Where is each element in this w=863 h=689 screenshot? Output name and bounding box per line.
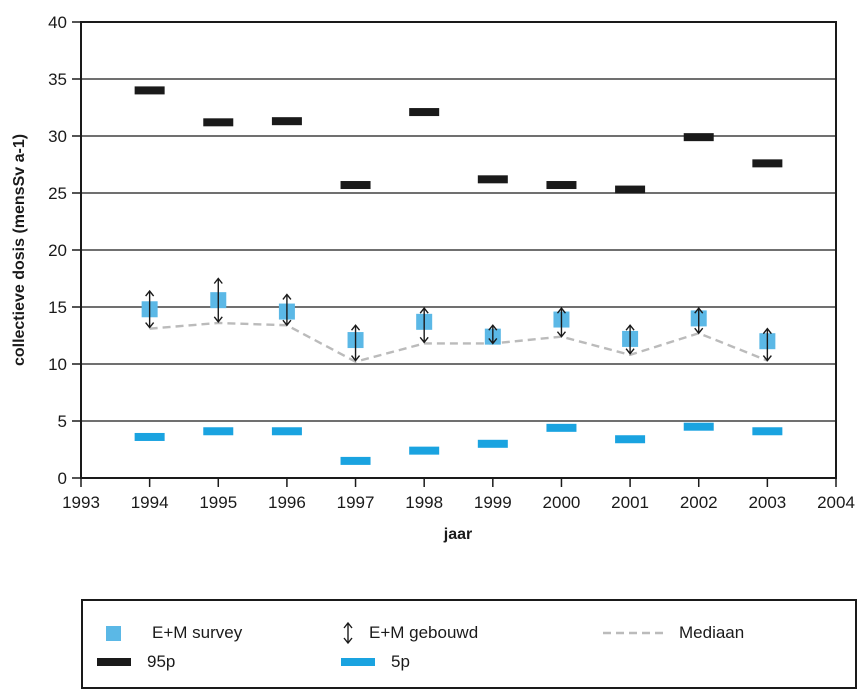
gebouwd-arrow-head: [282, 293, 292, 300]
bar-5p: [683, 422, 714, 431]
bar-95p: [340, 181, 371, 190]
y-tick-label: 20: [48, 241, 67, 260]
y-tick-label: 40: [48, 13, 67, 32]
median-line: [149, 321, 768, 364]
x-axis-title: jaar: [443, 526, 472, 543]
gridlines: [81, 78, 836, 422]
bar-5p: [409, 446, 440, 455]
gebouwd-arrow-tail: [145, 322, 155, 329]
y-tick-label: 10: [48, 355, 67, 374]
gebouwd-arrow-tail: [625, 348, 635, 355]
legend-item-survey: E+M survey: [97, 621, 242, 645]
y-tick-label: 30: [48, 127, 67, 146]
bar-5p: [752, 427, 783, 436]
legend-blue-bar-icon: [341, 658, 375, 666]
gebouwd-arrow-tail: [213, 316, 223, 323]
bar-95p: [271, 117, 302, 126]
legend-square-icon: [106, 625, 121, 641]
gebouwd-arrow-head: [213, 277, 223, 284]
y-tick-label: 5: [58, 412, 67, 431]
y-tick-label: 35: [48, 70, 67, 89]
x-tick-label: 1996: [268, 493, 306, 512]
bar-5p: [340, 456, 371, 465]
axis-ticks: 0 5 10 15 20 25 30 35 40 1993 1994 1995 1996 1997 1998…: [48, 13, 855, 512]
gebouwd-arrow-head: [488, 324, 498, 331]
y-tick-label: 15: [48, 298, 67, 317]
bar-95p: [752, 159, 783, 168]
gebouwd-arrow-head: [350, 324, 361, 331]
bar-5p: [477, 439, 508, 448]
data-marks: [134, 86, 783, 465]
legend-label-95p: 95p: [147, 652, 176, 671]
x-tick-label: 1998: [405, 493, 443, 512]
double-arrow-icon: [343, 621, 353, 645]
gebouwd-arrow-head: [556, 307, 567, 314]
x-tick-label: 1999: [474, 493, 512, 512]
gebouwd-arrow-tail: [488, 338, 498, 345]
x-tick-label: 1994: [131, 493, 169, 512]
gebouwd-arrow-head: [419, 307, 429, 314]
legend-label-gebouwd: E+M gebouwd: [369, 623, 479, 642]
x-tick-label: 1997: [337, 493, 375, 512]
dashed-line-icon: [603, 631, 663, 635]
gebouwd-arrow-tail: [694, 327, 704, 335]
gebouwd-arrow-head: [762, 327, 772, 335]
y-axis-title: collectieve dosis (mensSv a-1): [11, 134, 28, 366]
legend-label-mediaan: Mediaan: [679, 623, 745, 642]
bar-95p: [409, 108, 440, 117]
legend-item-5p: 5p: [341, 650, 410, 674]
legend-item-95p: 95p: [97, 650, 175, 674]
x-tick-label: 2002: [680, 493, 718, 512]
legend-item-mediaan: Mediaan: [603, 621, 744, 645]
bar-95p: [683, 133, 714, 142]
y-tick-label: 0: [58, 469, 67, 488]
legend-label-5p: 5p: [391, 652, 410, 671]
y-tick-label: 25: [48, 184, 67, 203]
legend-black-bar-icon: [97, 658, 131, 666]
bar-5p: [203, 427, 234, 436]
x-tick-label: 2003: [748, 493, 786, 512]
x-tick-label: 2001: [611, 493, 649, 512]
gebouwd-arrow-tail: [419, 336, 429, 344]
x-tick-label: 2000: [543, 493, 581, 512]
x-tick-label: 1993: [62, 493, 100, 512]
legend-label-survey: E+M survey: [152, 623, 243, 642]
bar-95p: [134, 86, 165, 95]
gebouwd-arrow-head: [625, 324, 635, 331]
bar-95p: [477, 175, 508, 184]
bar-95p: [546, 181, 577, 190]
bar-95p: [615, 185, 646, 194]
gebouwd-arrow-tail: [350, 355, 361, 362]
bar-5p: [615, 435, 646, 444]
bar-5p: [546, 423, 577, 432]
legend-item-gebouwd: E+M gebouwd: [341, 621, 478, 645]
gebouwd-arrow-tail: [556, 331, 567, 338]
x-tick-label: 1995: [199, 493, 237, 512]
median-series: [149, 321, 768, 364]
bar-5p: [271, 427, 302, 436]
gebouwd-arrow-head: [145, 289, 155, 297]
bar-5p: [134, 432, 165, 441]
bar-95p: [203, 118, 234, 127]
legend: E+M survey E+M gebouwd Mediaan 95p 5p: [81, 599, 857, 689]
chart: 0 5 10 15 20 25 30 35 40 1993 1994 1995 1996 1997 1998…: [11, 13, 855, 543]
x-tick-label: 2004: [817, 493, 855, 512]
gebouwd-arrow-tail: [762, 355, 772, 362]
gebouwd-arrow-tail: [282, 319, 292, 327]
gebouwd-arrow-head: [694, 307, 704, 314]
